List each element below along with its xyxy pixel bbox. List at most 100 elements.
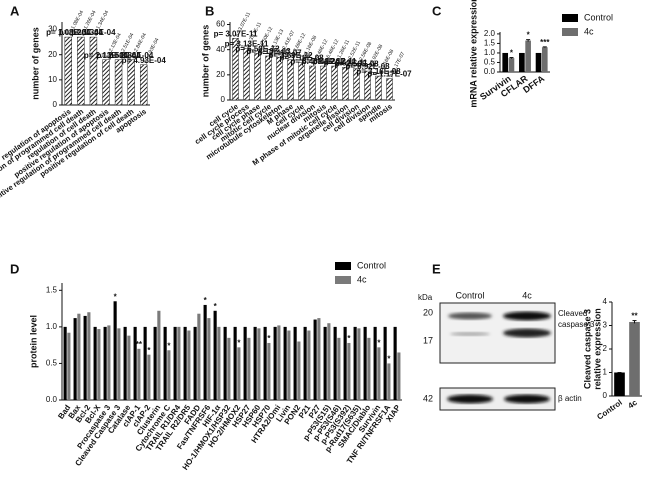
significance-label: *** <box>540 38 550 47</box>
band-label: β actin <box>558 394 582 403</box>
y-tick-label: 1.5 <box>484 39 496 48</box>
panel-letter: E <box>432 261 441 276</box>
band <box>503 328 551 338</box>
band <box>448 312 492 320</box>
bar <box>187 330 191 400</box>
significance-label: p= 6.46E-12 <box>290 57 335 66</box>
bar <box>535 52 542 72</box>
bar <box>173 326 177 400</box>
significance-label: p= 1.08E-04 <box>46 28 91 37</box>
bar <box>287 59 294 101</box>
bar <box>77 36 85 106</box>
bar <box>163 326 167 400</box>
bar <box>525 40 531 72</box>
significance-label: ** <box>631 312 638 321</box>
marker-label: 17 <box>423 335 433 345</box>
bar <box>377 347 381 400</box>
lane-label: 4c <box>522 290 532 300</box>
bar <box>107 325 111 400</box>
bar <box>227 337 231 400</box>
significance-label: p= 2.13E-04 <box>84 51 129 60</box>
bar <box>102 59 110 106</box>
bar <box>133 326 137 400</box>
bar <box>153 326 157 400</box>
significance-label: p= 3.13E-11 <box>225 40 269 49</box>
y-tick-label: 0 <box>53 100 58 109</box>
y-axis-label: number of genes <box>30 27 40 100</box>
bar <box>313 319 317 400</box>
bar <box>265 55 272 101</box>
significance-label: p= 6.46E-12 <box>301 57 346 66</box>
bar <box>103 326 107 400</box>
bar <box>87 312 91 400</box>
y-tick-label: 30 <box>48 25 57 34</box>
bar <box>327 323 331 400</box>
legend-label: 4c <box>357 274 367 284</box>
bar <box>63 326 67 400</box>
bar <box>342 67 349 101</box>
blot-frame <box>439 387 556 411</box>
bar <box>193 326 197 400</box>
significance-label: * <box>204 296 208 305</box>
bar <box>203 304 207 400</box>
bar <box>331 65 338 101</box>
bar <box>383 326 387 400</box>
marker-label: 20 <box>423 307 433 317</box>
bar <box>502 52 509 72</box>
bar <box>233 326 237 400</box>
y-tick-label: 2 <box>603 344 608 353</box>
bar <box>197 313 201 400</box>
y-axis-label: Cleaved caspase 3 <box>582 309 592 389</box>
y-tick-label: 0 <box>603 391 608 400</box>
western-blot: kDa Control 4c 20 17 42 Cleaved caspase … <box>418 290 595 411</box>
bar <box>253 326 257 400</box>
significance-label: * <box>114 292 118 301</box>
bar <box>541 47 548 72</box>
significance-label: * <box>347 334 351 343</box>
bar <box>317 318 321 400</box>
legend-swatch <box>562 28 578 36</box>
y-tick-label: 2.0 <box>484 29 496 38</box>
legend-label: 4c <box>584 26 594 36</box>
y-tick-label: 0.5 <box>46 359 58 368</box>
bar <box>508 58 515 72</box>
bar <box>167 350 171 400</box>
bar <box>243 48 250 101</box>
significance-label: * <box>147 346 151 355</box>
band-label: Cleaved <box>558 309 587 318</box>
bar <box>183 326 187 400</box>
significance-label: * <box>377 338 381 347</box>
band <box>447 394 493 404</box>
bar <box>397 352 401 400</box>
bar <box>243 326 247 400</box>
bar <box>247 337 251 400</box>
band <box>504 394 550 404</box>
x-tick-label: Control <box>595 398 623 422</box>
significance-label: p= 3.69E-12 <box>268 51 313 60</box>
bar <box>283 326 287 400</box>
bar <box>267 342 271 400</box>
significance-label: * <box>267 334 271 343</box>
legend-swatch <box>335 276 351 284</box>
bar <box>320 65 327 101</box>
bar <box>287 330 291 400</box>
bar <box>364 70 371 101</box>
y-axis-label: protein level <box>28 315 38 368</box>
bar <box>353 68 360 101</box>
y-tick-label: 20 <box>48 50 57 59</box>
bar <box>77 313 81 400</box>
y-tick-label: 0.0 <box>484 67 496 76</box>
bar <box>263 326 267 400</box>
bar <box>333 326 337 400</box>
y-tick-label: 0 <box>221 95 226 104</box>
band <box>503 311 551 321</box>
x-tick-label: 4c <box>626 398 639 411</box>
bar <box>127 59 135 106</box>
bar <box>347 342 351 400</box>
significance-label: p= 1.34E-04 <box>71 28 116 37</box>
bar <box>254 53 261 101</box>
legend-swatch <box>335 262 351 270</box>
significance-label: p= 2.84E-04 <box>109 51 154 60</box>
significance-label: p= 1.26E-11 <box>313 57 357 66</box>
